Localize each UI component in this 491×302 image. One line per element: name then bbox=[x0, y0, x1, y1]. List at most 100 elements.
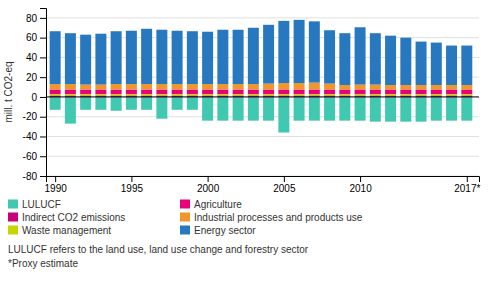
y-tick-mark bbox=[40, 38, 46, 39]
x-tick-mark bbox=[208, 176, 209, 182]
bar bbox=[126, 84, 137, 89]
bar bbox=[309, 94, 320, 95]
bar bbox=[126, 97, 137, 110]
y-tick-label: -60 bbox=[23, 151, 38, 162]
bar bbox=[65, 97, 76, 124]
legend: LULUCFIndirect CO2 emissionsWaste manage… bbox=[8, 199, 363, 236]
bar bbox=[65, 94, 76, 95]
x-tick: 2000 bbox=[197, 176, 220, 194]
bar bbox=[141, 94, 152, 95]
bar bbox=[156, 84, 167, 89]
y-tick-label: 20 bbox=[26, 72, 38, 83]
bar bbox=[446, 97, 457, 121]
bar bbox=[309, 90, 320, 94]
y-tick: 0 bbox=[31, 92, 46, 103]
bar bbox=[95, 85, 106, 90]
bar bbox=[263, 97, 274, 121]
bar bbox=[248, 97, 259, 121]
bar bbox=[50, 94, 61, 95]
y-tick: -40 bbox=[23, 131, 46, 142]
bar bbox=[324, 84, 335, 90]
legend-swatch bbox=[8, 213, 18, 222]
bar bbox=[355, 85, 366, 90]
bar bbox=[400, 38, 411, 85]
bar bbox=[385, 97, 396, 122]
bar bbox=[461, 85, 472, 89]
bar bbox=[431, 94, 442, 95]
bar bbox=[187, 31, 198, 84]
x-tick-label: 1995 bbox=[121, 183, 144, 194]
bar bbox=[278, 90, 289, 94]
x-tick: 1995 bbox=[121, 176, 144, 194]
bar bbox=[370, 85, 381, 90]
bar bbox=[172, 31, 183, 84]
bar bbox=[416, 90, 427, 94]
zero-line bbox=[46, 96, 479, 97]
x-tick-mark bbox=[55, 176, 56, 182]
x-tick-mark bbox=[131, 176, 132, 182]
legend-item: Energy sector bbox=[180, 225, 256, 236]
bar bbox=[294, 94, 305, 95]
bar bbox=[446, 46, 457, 86]
bar bbox=[278, 21, 289, 83]
bar bbox=[278, 94, 289, 95]
bar bbox=[461, 94, 472, 95]
bar bbox=[202, 94, 213, 95]
y-tick-label: -40 bbox=[23, 131, 38, 142]
grid-line bbox=[46, 156, 479, 157]
bar bbox=[400, 85, 411, 89]
x-tick-label: 2000 bbox=[197, 183, 220, 194]
bar bbox=[111, 94, 122, 95]
bar bbox=[80, 35, 91, 85]
bar bbox=[65, 84, 76, 89]
bar bbox=[80, 97, 91, 110]
bar bbox=[95, 97, 106, 110]
bar bbox=[416, 97, 427, 122]
bar bbox=[446, 85, 457, 89]
bar bbox=[141, 97, 152, 110]
bar bbox=[294, 83, 305, 89]
grid-line bbox=[46, 116, 479, 117]
bar bbox=[156, 90, 167, 94]
bar bbox=[446, 94, 457, 95]
bar bbox=[202, 32, 213, 84]
bar bbox=[80, 85, 91, 90]
bar bbox=[65, 90, 76, 94]
bar bbox=[248, 94, 259, 95]
y-tick-label: 0 bbox=[31, 92, 37, 103]
grid bbox=[46, 18, 479, 176]
x-tick-mark bbox=[360, 176, 361, 182]
bar bbox=[263, 90, 274, 94]
y-axis: -80-60-40-20020406080 bbox=[23, 9, 47, 182]
bar bbox=[126, 90, 137, 94]
footnote: LULUCF refers to the land use, land use … bbox=[8, 244, 309, 255]
bar bbox=[309, 83, 320, 90]
legend-item: Agriculture bbox=[180, 199, 242, 210]
bar bbox=[370, 90, 381, 94]
bar bbox=[111, 31, 122, 84]
y-tick-mark bbox=[40, 156, 46, 157]
bar bbox=[217, 84, 228, 89]
x-tick-label: 2017* bbox=[454, 183, 480, 194]
legend-swatch bbox=[180, 213, 190, 222]
bar bbox=[431, 85, 442, 89]
bar bbox=[278, 97, 289, 133]
y-tick-mark bbox=[40, 57, 46, 58]
legend-swatch bbox=[8, 226, 18, 235]
x-tick: 2005 bbox=[273, 176, 296, 194]
bar bbox=[80, 94, 91, 95]
y-tick: 60 bbox=[26, 32, 46, 43]
bar bbox=[263, 94, 274, 95]
bar bbox=[431, 97, 442, 121]
bar bbox=[370, 94, 381, 95]
legend-label: LULUCF bbox=[22, 199, 61, 210]
bar bbox=[355, 94, 366, 95]
bar bbox=[156, 94, 167, 95]
bar bbox=[248, 28, 259, 84]
x-tick-label: 2005 bbox=[273, 183, 296, 194]
bar bbox=[111, 90, 122, 94]
bar bbox=[95, 94, 106, 95]
y-tick-label: -20 bbox=[23, 111, 38, 122]
legend-swatch bbox=[180, 226, 190, 235]
bar bbox=[431, 43, 442, 85]
